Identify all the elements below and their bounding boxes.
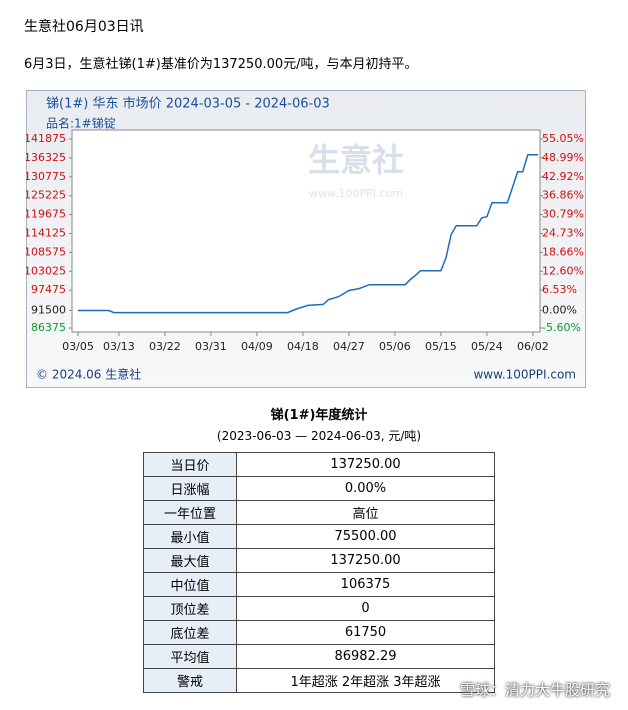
chart-subtitle: 品名:1#锑锭 <box>46 116 116 131</box>
x-tick-label: 04/09 <box>241 340 273 353</box>
table-row: 一年位置 高位 <box>143 500 495 525</box>
chart-title: 锑(1#) 华东 市场价 2024-03-05 - 2024-06-03 <box>46 96 330 112</box>
paragraph: 6月3日，生意社锑(1#)基准价为137250.00元/吨，与本月初持平。 <box>24 57 418 72</box>
cell-value: 86982.29 <box>236 644 495 669</box>
y-tick-label: 97475 <box>31 283 66 296</box>
y2-tick-label: 36.86% <box>542 189 584 202</box>
cell-value: 137250.00 <box>236 452 495 477</box>
watermark-url: www.100PPI.com <box>309 187 403 200</box>
table-row: 日涨幅 0.00% <box>143 476 495 501</box>
table-caption: 锑(1#)年度统计 (2023-06-03 — 2024-06-03, 元/吨) <box>143 404 495 444</box>
table-row: 最大值 137250.00 <box>143 548 495 573</box>
cell-key: 底位差 <box>143 620 237 645</box>
table-row: 中位值 106375 <box>143 572 495 597</box>
table-title: 锑(1#)年度统计 <box>270 408 368 423</box>
y-tick-label: 108575 <box>26 245 66 258</box>
table-subtitle: (2023-06-03 — 2024-06-03, 元/吨) <box>216 429 422 443</box>
cell-value: 106375 <box>236 572 495 597</box>
table-row: 警戒 1年超涨 2年超涨 3年超涨 <box>143 668 495 693</box>
y2-tick-label: 30.79% <box>542 208 584 221</box>
cell-key: 日涨幅 <box>143 476 237 501</box>
cell-key: 最大值 <box>143 548 237 573</box>
y-tick-label: 141875 <box>26 132 66 145</box>
cell-value: 高位 <box>236 500 495 525</box>
y-tick-label: 114125 <box>26 227 66 240</box>
y2-tick-label: 48.99% <box>542 151 584 164</box>
cell-key: 当日价 <box>143 452 237 477</box>
y2-tick-label: 24.73% <box>542 226 584 239</box>
x-tick-label: 03/22 <box>149 340 181 353</box>
y-tick-label: 103025 <box>26 264 66 277</box>
overlay-watermark: 雪球：清力大牛股研究 <box>459 681 610 699</box>
x-tick-label: 03/31 <box>195 340 227 353</box>
x-tick-label: 03/05 <box>62 340 94 353</box>
cell-value: 61750 <box>236 620 495 645</box>
footer-right: www.100PPI.com <box>473 368 576 382</box>
y2-tick-label: -5.60% <box>542 321 581 334</box>
x-tick-label: 06/02 <box>517 340 549 353</box>
cell-key: 一年位置 <box>143 500 237 525</box>
y2-tick-label: 6.53% <box>542 283 577 296</box>
x-tick-label: 05/15 <box>425 340 457 353</box>
cell-key: 最小值 <box>143 524 237 549</box>
y-tick-label: 119675 <box>26 208 66 221</box>
y-tick-label: 86375 <box>31 321 66 334</box>
x-tick-label: 04/27 <box>333 340 365 353</box>
y-tick-label: 125225 <box>26 189 66 202</box>
cell-key: 中位值 <box>143 572 237 597</box>
y-tick-label: 136325 <box>26 151 66 164</box>
table-row: 最小值 75500.00 <box>143 524 495 549</box>
price-line <box>78 154 538 314</box>
table-row: 平均值 86982.29 <box>143 644 495 669</box>
y2-tick-label: 12.60% <box>542 264 584 277</box>
y2-tick-label: 0.00% <box>542 304 577 317</box>
footer-left: © 2024.06 生意社 <box>36 367 141 382</box>
y2-tick-label: 55.05% <box>542 132 584 145</box>
cell-value: 75500.00 <box>236 524 495 549</box>
plot-area <box>71 129 541 333</box>
watermark: 生意社 <box>308 141 404 179</box>
cell-key: 平均值 <box>143 644 237 669</box>
cell-value: 0 <box>236 596 495 621</box>
stats-table: 当日价 137250.00 日涨幅 0.00% 一年位置 高位 最小值 75500.00 最大值… <box>143 452 495 693</box>
y2-tick-label: 42.92% <box>542 170 584 183</box>
table-row: 底位差 61750 <box>143 620 495 645</box>
y-tick-label: 91500 <box>31 304 66 317</box>
x-tick-label: 03/13 <box>103 340 135 353</box>
x-tick-label: 05/06 <box>379 340 411 353</box>
x-tick-label: 05/24 <box>471 340 503 353</box>
table-row: 顶位差 0 <box>143 596 495 621</box>
cell-value: 1年超涨 2年超涨 3年超涨 <box>236 668 495 693</box>
cell-value: 0.00% <box>236 476 495 501</box>
y-tick-label: 130775 <box>26 170 66 183</box>
x-tick-label: 04/18 <box>287 340 319 353</box>
headline: 生意社06月03日讯 <box>24 19 144 35</box>
cell-value: 137250.00 <box>236 548 495 573</box>
table-row: 当日价 137250.00 <box>143 452 495 477</box>
y2-tick-label: 18.66% <box>542 245 584 258</box>
cell-key: 警戒 <box>143 668 237 693</box>
chart: 锑(1#) 华东 市场价 2024-03-05 - 2024-06-03 品名:… <box>26 90 586 388</box>
cell-key: 顶位差 <box>143 596 237 621</box>
